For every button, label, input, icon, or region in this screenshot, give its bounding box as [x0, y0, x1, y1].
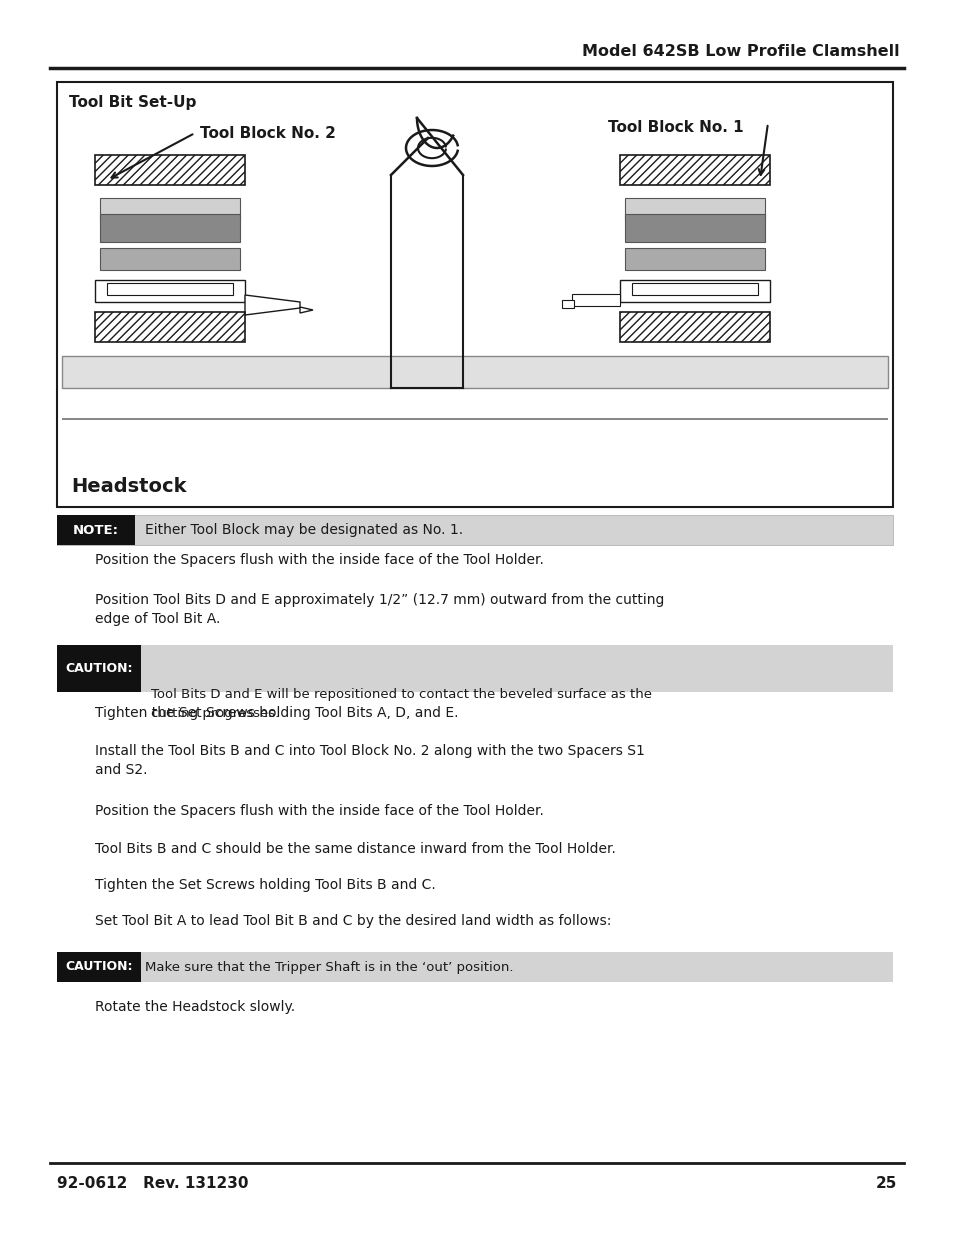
- Polygon shape: [245, 295, 313, 315]
- Bar: [62, 417, 887, 420]
- Bar: [100, 198, 240, 220]
- Bar: [57, 515, 892, 545]
- Bar: [619, 156, 769, 185]
- Text: CAUTION:: CAUTION:: [65, 662, 132, 674]
- Text: Rotate the Headstock slowly.: Rotate the Headstock slowly.: [95, 1000, 294, 1014]
- Text: Tool Block No. 1: Tool Block No. 1: [607, 120, 742, 135]
- Bar: [572, 294, 619, 306]
- Bar: [624, 248, 764, 270]
- Text: Position the Spacers flush with the inside face of the Tool Holder.: Position the Spacers flush with the insi…: [95, 804, 543, 818]
- Bar: [624, 198, 764, 220]
- Text: 92-0612   Rev. 131230: 92-0612 Rev. 131230: [57, 1176, 248, 1191]
- Bar: [95, 312, 245, 342]
- Text: Model 642SB Low Profile Clamshell: Model 642SB Low Profile Clamshell: [581, 44, 899, 59]
- Text: Tool Bits B and C should be the same distance inward from the Tool Holder.: Tool Bits B and C should be the same dis…: [95, 842, 616, 856]
- Bar: [57, 515, 135, 545]
- Text: Tool Bit Set-Up: Tool Bit Set-Up: [69, 95, 196, 110]
- Bar: [100, 214, 240, 242]
- Bar: [95, 156, 245, 185]
- Text: Tighten the Set Screws holding Tool Bits B and C.: Tighten the Set Screws holding Tool Bits…: [95, 878, 436, 892]
- Bar: [62, 382, 887, 385]
- Bar: [631, 283, 758, 295]
- Text: Headstock: Headstock: [71, 478, 186, 496]
- Bar: [57, 645, 892, 692]
- Text: Install the Tool Bits B and C into Tool Block No. 2 along with the two Spacers S: Install the Tool Bits B and C into Tool …: [95, 743, 644, 778]
- Text: NOTE:: NOTE:: [73, 524, 119, 536]
- Text: 25: 25: [875, 1176, 896, 1191]
- Bar: [561, 300, 574, 308]
- Bar: [107, 283, 233, 295]
- Bar: [57, 952, 892, 982]
- Text: Make sure that the Tripper Shaft is in the ‘out’ position.: Make sure that the Tripper Shaft is in t…: [145, 961, 513, 973]
- Text: Tool Block No. 2: Tool Block No. 2: [200, 126, 335, 141]
- Bar: [619, 312, 769, 342]
- Bar: [57, 645, 141, 692]
- Text: Position the Spacers flush with the inside face of the Tool Holder.: Position the Spacers flush with the insi…: [95, 553, 543, 567]
- Bar: [62, 356, 887, 388]
- Bar: [624, 214, 764, 242]
- Text: Either Tool Block may be designated as No. 1.: Either Tool Block may be designated as N…: [145, 522, 462, 537]
- Bar: [619, 280, 769, 303]
- Text: Tool Bits D and E will be repositioned to contact the beveled surface as the
cut: Tool Bits D and E will be repositioned t…: [151, 688, 651, 720]
- Text: Position Tool Bits D and E approximately 1/2” (12.7 mm) outward from the cutting: Position Tool Bits D and E approximately…: [95, 593, 663, 626]
- Text: Tighten the Set Screws holding Tool Bits A, D, and E.: Tighten the Set Screws holding Tool Bits…: [95, 706, 458, 720]
- Text: CAUTION:: CAUTION:: [65, 961, 132, 973]
- Text: Set Tool Bit A to lead Tool Bit B and C by the desired land width as follows:: Set Tool Bit A to lead Tool Bit B and C …: [95, 914, 611, 927]
- Bar: [95, 280, 245, 303]
- Bar: [100, 248, 240, 270]
- Bar: [57, 82, 892, 508]
- Bar: [57, 952, 141, 982]
